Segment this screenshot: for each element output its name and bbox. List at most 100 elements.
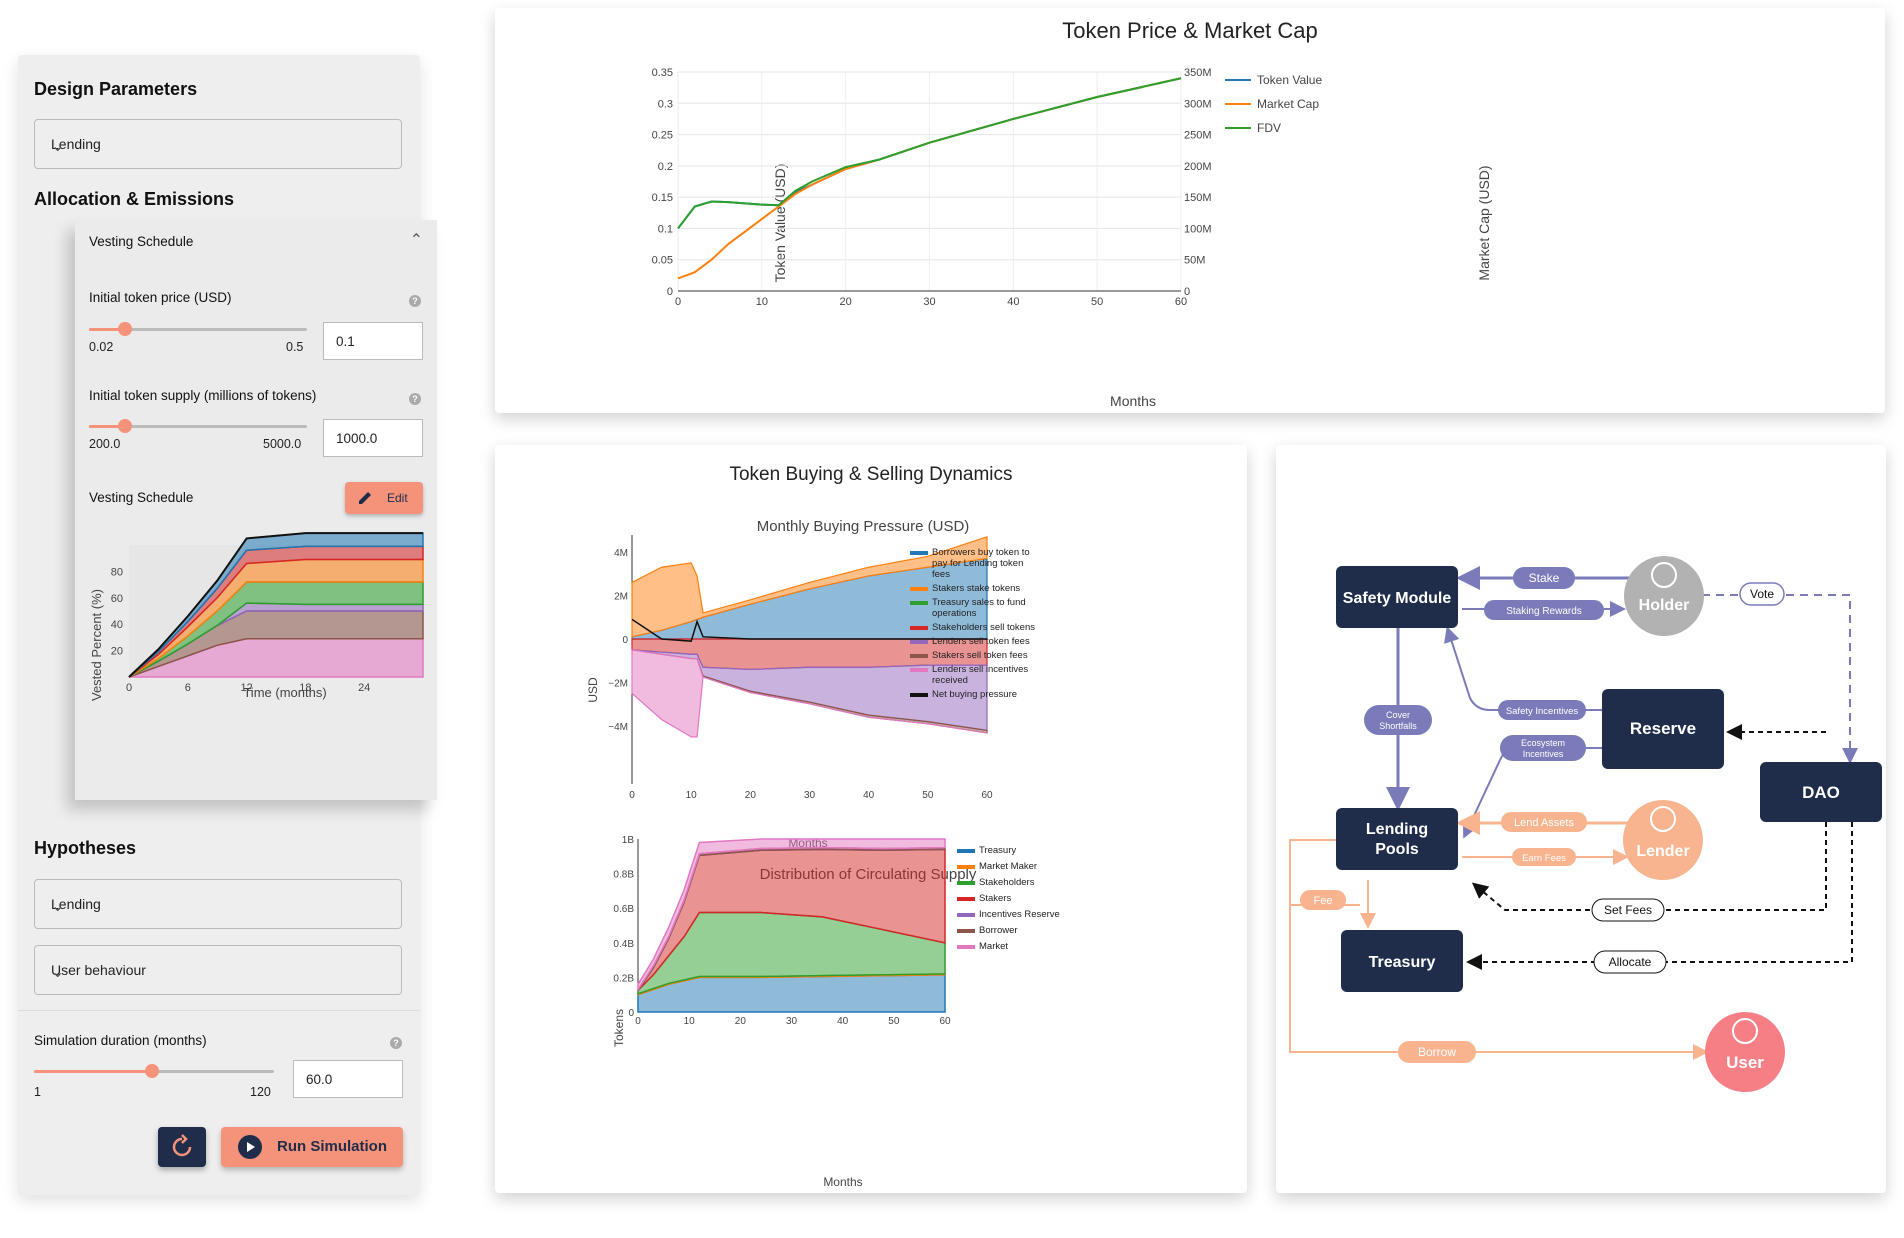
y-tick-label: 20	[111, 646, 123, 658]
price-input[interactable]: 0.1	[323, 322, 423, 360]
y-tick-label: 4M	[614, 548, 628, 559]
y2-tick-label: 150M	[1184, 192, 1212, 204]
dao-node: DAO	[1760, 762, 1882, 822]
legend-item: received	[932, 675, 968, 686]
duration-min: 1	[34, 1085, 41, 1099]
price-slider-track[interactable]	[89, 328, 307, 331]
supply-input[interactable]: 1000.0	[323, 419, 423, 457]
supply-label: Initial token supply (millions of tokens…	[89, 388, 317, 403]
legend-item: operations	[932, 608, 977, 619]
legend-swatch	[957, 865, 975, 869]
vesting-schedule-label: Vesting Schedule	[89, 490, 194, 505]
svg-text:Ecosystem: Ecosystem	[1521, 738, 1565, 748]
vesting-chart: Vested Percent (%) Time (months) 2040608…	[89, 532, 424, 701]
x-tick-label: 20	[840, 296, 852, 308]
user-behaviour-select-value: User behaviour	[51, 962, 146, 978]
allocate-edge-label: Allocate	[1593, 950, 1667, 974]
legend-item-fdv: FDV	[1257, 121, 1281, 135]
lender-node: Lender	[1623, 800, 1703, 880]
y2-tick-label: 250M	[1184, 130, 1212, 142]
y-tick-label: 60	[111, 593, 123, 605]
token-flow-diagram: Stake Staking Rewards Vote CoverShortfal…	[1289, 556, 1882, 1092]
chevron-down-icon: ⌄	[51, 898, 65, 915]
allocation-heading: Allocation & Emissions	[34, 189, 235, 209]
duration-slider-handle[interactable]	[145, 1064, 159, 1078]
legend-swatch	[957, 929, 975, 933]
svg-text:Lending: Lending	[1366, 821, 1428, 838]
x-tick-label: 0	[629, 790, 635, 801]
price-slider-fill	[89, 328, 125, 331]
help-icon[interactable]: ?	[390, 1037, 402, 1049]
supply-slider-track[interactable]	[89, 425, 307, 428]
pencil-icon	[359, 492, 371, 504]
y-tick-label: 0.15	[652, 192, 673, 204]
x-tick-label: 50	[1091, 296, 1103, 308]
y2-tick-label: 200M	[1184, 161, 1212, 173]
x-tick-label: 0	[635, 1016, 641, 1027]
x-tick-label: 24	[358, 682, 370, 694]
edit-button[interactable]: Edit	[345, 482, 423, 514]
legend-swatch	[910, 640, 928, 644]
help-icon[interactable]: ?	[409, 393, 421, 405]
supply-min: 200.0	[89, 437, 121, 451]
y-tick-label: −4M	[608, 722, 628, 733]
svg-text:Lend Assets: Lend Assets	[1514, 817, 1574, 829]
y-tick-label: 0.05	[652, 255, 673, 267]
lending-pools-node: Lending Pools	[1336, 808, 1458, 870]
duration-label: Simulation duration (months)	[34, 1033, 207, 1048]
earn-fees-edge-label: Earn Fees	[1512, 848, 1576, 866]
legend-item-treasury: Treasury	[979, 845, 1016, 856]
help-icon[interactable]: ?	[409, 295, 421, 307]
chevron-down-icon: ⌄	[51, 138, 65, 155]
legend-item: fees	[932, 569, 950, 580]
y2-tick-label: 0	[1184, 286, 1190, 298]
design-select[interactable]: Lending ⌄	[34, 119, 402, 169]
divider	[18, 1010, 420, 1011]
user-icon	[1651, 562, 1677, 588]
y2-tick-label: 100M	[1184, 223, 1212, 235]
legend-swatch	[910, 587, 928, 591]
supply-slider-handle[interactable]	[118, 419, 132, 433]
svg-text:Reserve: Reserve	[1630, 719, 1696, 738]
hypothesis-select[interactable]: Lending ⌄	[34, 879, 402, 929]
price-chart-card: Token Price & Market Cap Token Value (US…	[495, 8, 1885, 413]
x-tick-label: 10	[686, 790, 698, 801]
run-simulation-button[interactable]: Run Simulation	[221, 1127, 403, 1167]
y2-tick-label: 350M	[1184, 67, 1212, 79]
y-tick-label: 0.2	[658, 161, 673, 173]
reset-button[interactable]	[158, 1127, 206, 1167]
price-min: 0.02	[89, 340, 114, 354]
y-tick-label: 0	[667, 286, 673, 298]
x-tick-label: 0	[126, 682, 132, 694]
duration-input[interactable]: 60.0	[293, 1060, 403, 1098]
design-select-value: Lending	[51, 136, 101, 152]
legend-item: Lenders sell incentives	[932, 664, 1028, 675]
edit-label: Edit	[387, 491, 408, 505]
svg-text:Vote: Vote	[1750, 587, 1774, 601]
price-slider-handle[interactable]	[118, 322, 132, 336]
legend-item-borrower: Borrower	[979, 925, 1018, 936]
diagram-card: Stake Staking Rewards Vote Cover Shortfal…	[1276, 445, 1886, 1193]
hypotheses-heading: Hypotheses	[34, 838, 137, 858]
x-tick-label: 40	[1007, 296, 1019, 308]
x-tick-label: 60	[1175, 296, 1187, 308]
legend-swatch	[957, 849, 975, 853]
play-icon	[238, 1135, 262, 1159]
vesting-total-line	[128, 532, 423, 678]
series-line-fdv	[677, 77, 1182, 230]
borrow-edge-label: Borrow	[1398, 1041, 1476, 1063]
reserve-node: Reserve	[1602, 689, 1724, 769]
supply-dist-xlabel: Months	[823, 1175, 862, 1189]
area-lenders-sell-incentives-received	[631, 649, 988, 738]
supply-dist-ylabel: Tokens	[612, 1009, 626, 1047]
chevron-up-icon[interactable]: ⌃	[409, 232, 423, 249]
price-label: Initial token price (USD)	[89, 290, 232, 305]
y-tick-label: 1B	[622, 835, 635, 846]
legend-item: Net buying pressure	[932, 689, 1017, 700]
svg-text:Fee: Fee	[1314, 895, 1333, 907]
user-behaviour-select[interactable]: User behaviour ⌄	[34, 945, 402, 995]
x-tick-label: 40	[837, 1016, 849, 1027]
hypothesis-select-value: Lending	[51, 896, 101, 912]
x-tick-label: 12	[240, 682, 252, 694]
svg-text:Borrow: Borrow	[1418, 1045, 1456, 1059]
